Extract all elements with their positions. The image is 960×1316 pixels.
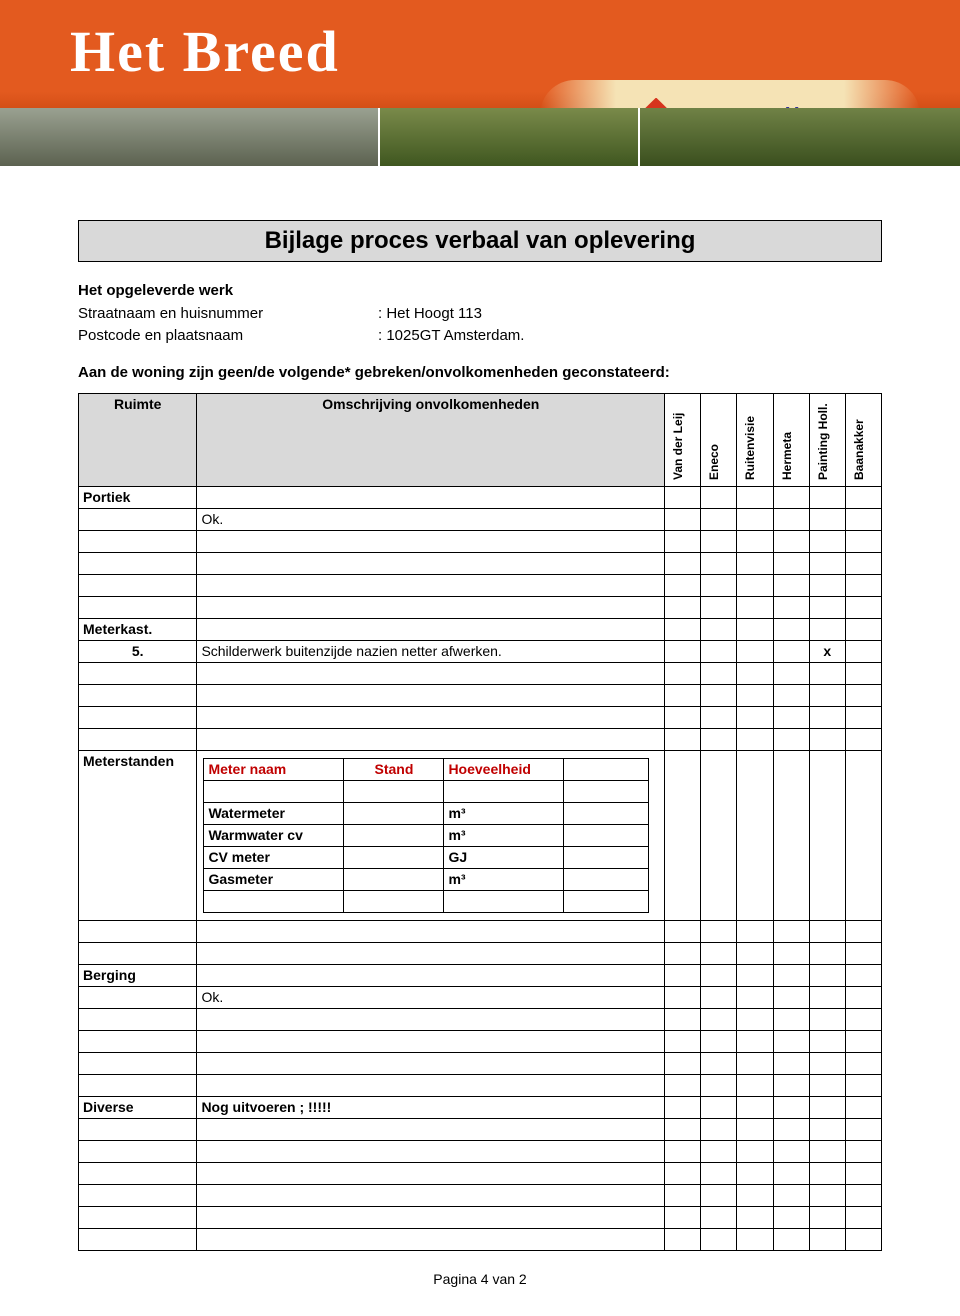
th-col-1: Eneco — [705, 396, 723, 484]
th-col-2: Ruitenvisie — [741, 396, 759, 484]
photo-strip — [0, 108, 960, 166]
th-col-4: Painting Holl. — [814, 396, 832, 484]
info-block: Het opgeleverde werk Straatnaam en huisn… — [78, 280, 882, 348]
meterkast-item-num: 5. — [79, 640, 197, 662]
info-heading: Het opgeleverde werk — [78, 280, 882, 303]
ms-row-3-name: Gasmeter — [204, 868, 344, 890]
th-desc: Omschrijving onvolkomenheden — [197, 393, 665, 486]
ms-row-2-stand — [344, 846, 444, 868]
ms-row-1-name: Warmwater cv — [204, 824, 344, 846]
th-col-0: Van der Leij — [669, 396, 687, 484]
street-label: Straatnaam en huisnummer — [78, 303, 378, 326]
portiek-label: Portiek — [79, 486, 197, 508]
postcode-label: Postcode en plaatsnaam — [78, 325, 378, 348]
th-ruimte: Ruimte — [79, 393, 197, 486]
meterstanden-inner-table: Meter naam Stand Hoeveelheid Watermeter … — [203, 758, 649, 913]
main-table: Ruimte Omschrijving onvolkomenheden Van … — [78, 393, 882, 1251]
subtext: Aan de woning zijn geen/de volgende* geb… — [78, 364, 882, 381]
meterstanden-label: Meterstanden — [79, 750, 197, 920]
berging-desc: Ok. — [197, 986, 665, 1008]
diverse-desc: Nog uitvoeren ; !!!!! — [197, 1096, 665, 1118]
ih-stand: Stand — [344, 758, 444, 780]
ms-row-0-stand — [344, 802, 444, 824]
meterkast-label: Meterkast. — [79, 618, 197, 640]
photo-building — [0, 108, 380, 166]
page-title: Bijlage proces verbaal van oplevering — [78, 220, 882, 262]
diverse-label: Diverse — [79, 1096, 197, 1118]
meterkast-mark: x — [809, 640, 845, 662]
ms-row-2-hoev: GJ — [444, 846, 564, 868]
ms-row-2-name: CV meter — [204, 846, 344, 868]
meterkast-item-desc: Schilderwerk buitenzijde nazien netter a… — [197, 640, 665, 662]
photo-grass2 — [640, 108, 960, 166]
th-col-3: Hermeta — [778, 396, 796, 484]
ms-row-0-name: Watermeter — [204, 802, 344, 824]
ms-row-1-hoev: m³ — [444, 824, 564, 846]
postcode-value: : 1025GT Amsterdam. — [378, 325, 524, 348]
page-footer: Pagina 4 van 2 — [78, 1271, 882, 1287]
ms-row-3-stand — [344, 868, 444, 890]
street-value: : Het Hoogt 113 — [378, 303, 482, 326]
ms-row-0-hoev: m³ — [444, 802, 564, 824]
ih-hoev: Hoeveelheid — [444, 758, 564, 780]
photo-grass1 — [380, 108, 640, 166]
ih-name: Meter naam — [204, 758, 344, 780]
header: Het Breed EIGEN HAARD Ymere — [0, 0, 960, 180]
ms-row-1-stand — [344, 824, 444, 846]
logo-text: Het Breed — [70, 18, 340, 85]
ms-row-3-hoev: m³ — [444, 868, 564, 890]
berging-label: Berging — [79, 964, 197, 986]
portiek-desc: Ok. — [197, 508, 665, 530]
th-col-5: Baanakker — [850, 396, 868, 484]
